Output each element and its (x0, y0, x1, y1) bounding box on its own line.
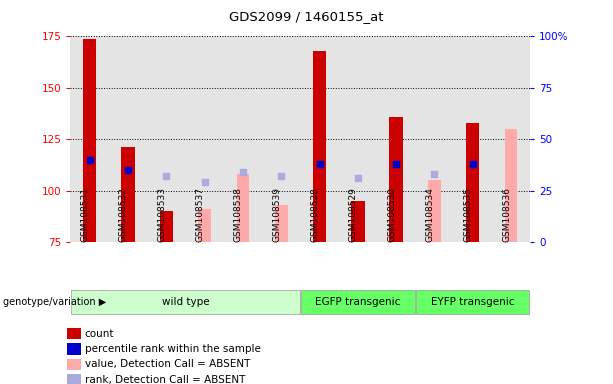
Bar (416, 290, 530, 314)
Bar (67, 359, 80, 370)
Bar (121, 147, 135, 242)
Bar (224, 36, 262, 242)
Text: GSM108536: GSM108536 (502, 187, 511, 242)
Text: genotype/variation ▶: genotype/variation ▶ (3, 297, 106, 307)
Bar (338, 36, 377, 242)
Text: GDS2099 / 1460155_at: GDS2099 / 1460155_at (229, 10, 384, 23)
Point (85, 157, 94, 163)
Bar (300, 36, 338, 242)
Text: GSM108530: GSM108530 (387, 187, 396, 242)
Text: GSM108531: GSM108531 (81, 187, 89, 242)
Point (276, 173, 286, 179)
Bar (454, 36, 492, 242)
Text: GSM108538: GSM108538 (234, 187, 243, 242)
Text: value, Detection Call = ABSENT: value, Detection Call = ABSENT (85, 359, 250, 369)
Text: wild type: wild type (162, 297, 209, 308)
Bar (275, 205, 287, 242)
Text: EYFP transgenic: EYFP transgenic (431, 297, 514, 308)
Bar (466, 123, 479, 242)
Text: count: count (85, 329, 115, 339)
Point (238, 169, 248, 175)
Bar (198, 209, 211, 242)
Text: EGFP transgenic: EGFP transgenic (315, 297, 400, 308)
Bar (237, 174, 249, 242)
Bar (70, 36, 109, 242)
Bar (83, 38, 96, 242)
Point (200, 179, 210, 185)
Point (123, 167, 133, 173)
Point (430, 171, 440, 177)
Text: GSM108533: GSM108533 (158, 187, 166, 242)
Bar (389, 117, 403, 242)
Text: GSM108537: GSM108537 (196, 187, 205, 242)
Text: GSM108532: GSM108532 (119, 187, 128, 242)
Bar (301, 290, 414, 314)
Bar (71, 290, 300, 314)
Text: GSM108535: GSM108535 (464, 187, 473, 242)
Text: GSM108529: GSM108529 (349, 187, 358, 242)
Text: rank, Detection Call = ABSENT: rank, Detection Call = ABSENT (85, 375, 245, 384)
Point (161, 173, 171, 179)
Bar (428, 180, 441, 242)
Bar (186, 36, 224, 242)
Bar (351, 201, 365, 242)
Bar (504, 129, 517, 242)
Bar (67, 343, 80, 354)
Bar (159, 211, 173, 242)
Text: percentile rank within the sample: percentile rank within the sample (85, 344, 261, 354)
Text: GSM108534: GSM108534 (425, 187, 435, 242)
Bar (313, 51, 326, 242)
Point (391, 161, 401, 167)
Point (353, 175, 363, 181)
Bar (416, 36, 454, 242)
Bar (147, 36, 186, 242)
Point (468, 161, 478, 167)
Text: GSM108539: GSM108539 (272, 187, 281, 242)
Bar (67, 374, 80, 384)
Bar (377, 36, 416, 242)
Bar (262, 36, 300, 242)
Text: GSM108528: GSM108528 (311, 187, 319, 242)
Bar (109, 36, 147, 242)
Point (314, 161, 324, 167)
Bar (492, 36, 530, 242)
Bar (67, 328, 80, 339)
